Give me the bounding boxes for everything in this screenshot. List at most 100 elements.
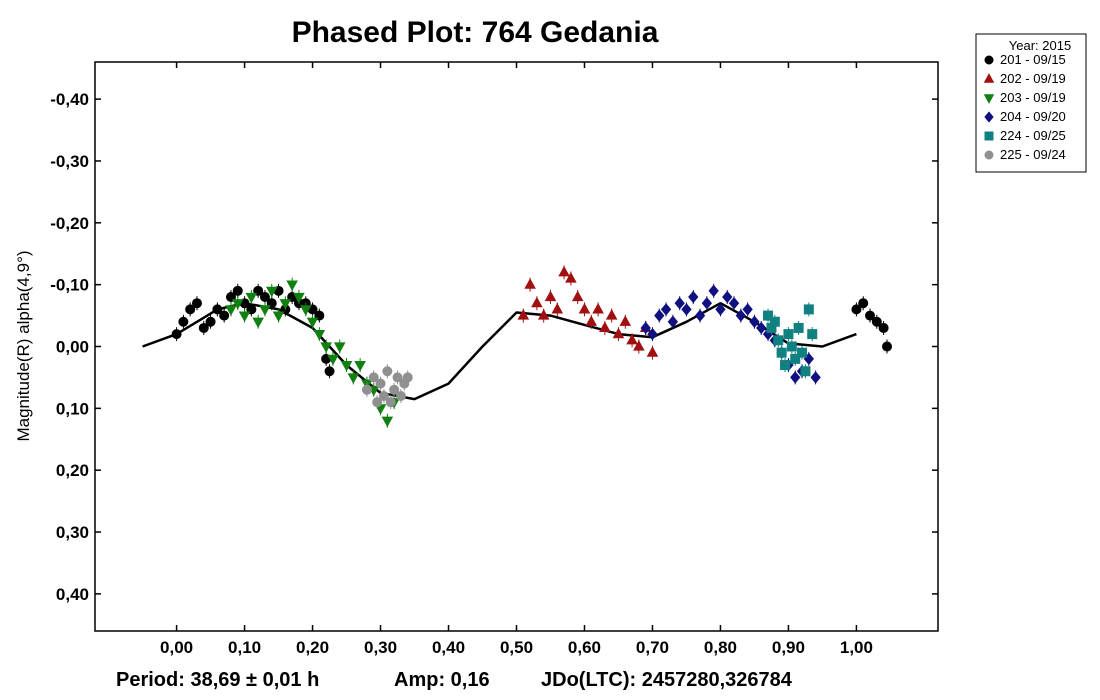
legend-marker: [983, 73, 995, 83]
data-point: [372, 397, 383, 408]
data-point: [619, 315, 632, 326]
y-tick-label: 0,40: [56, 585, 89, 604]
data-point: [640, 321, 651, 335]
data-point: [327, 354, 339, 366]
data-point: [756, 321, 767, 335]
legend-title: Year: 2015: [1009, 38, 1071, 53]
x-tick-label: 0,50: [500, 638, 533, 657]
x-tick-label: 1,00: [840, 638, 873, 657]
data-point: [735, 309, 746, 322]
plot-area: [94, 61, 939, 632]
data-point: [185, 304, 196, 315]
x-tick-label: 0,00: [160, 638, 193, 657]
data-point: [786, 341, 797, 352]
data-point: [171, 329, 182, 340]
legend-marker: [984, 150, 994, 160]
data-point: [378, 390, 389, 401]
data-point: [722, 290, 733, 304]
data-point: [259, 305, 271, 316]
x-tick-label: 0,10: [228, 638, 261, 657]
data-point: [715, 303, 726, 316]
data-point: [385, 397, 396, 408]
y-tick-label: -0,10: [50, 276, 89, 295]
data-point: [402, 372, 413, 383]
data-point: [320, 342, 332, 353]
data-point: [347, 373, 360, 384]
data-point: [395, 390, 406, 401]
data-point: [565, 272, 577, 283]
data-point: [578, 302, 591, 314]
data-point: [324, 366, 335, 377]
data-point: [299, 305, 312, 316]
data-point: [667, 315, 679, 328]
data-point: [701, 297, 713, 310]
data-point: [660, 303, 672, 316]
data-points-layer: [171, 265, 893, 428]
data-point: [238, 311, 251, 323]
x-tick-label: 0,80: [704, 638, 737, 657]
data-point: [688, 290, 699, 304]
data-point: [605, 309, 618, 320]
data-point: [524, 278, 536, 289]
series-6: [361, 364, 413, 410]
data-point: [612, 327, 625, 339]
series-5: [763, 302, 818, 379]
data-point: [232, 285, 243, 296]
data-point: [252, 317, 264, 329]
data-point: [728, 297, 740, 310]
data-point: [647, 327, 658, 341]
data-point: [354, 360, 366, 372]
data-point: [810, 371, 821, 384]
y-tick-label: 0,10: [56, 399, 89, 418]
data-point: [681, 303, 692, 316]
data-point: [694, 309, 706, 322]
data-point: [392, 372, 403, 383]
data-point: [800, 366, 811, 377]
x-tick-label: 0,90: [772, 638, 805, 657]
footer: Period: 38,69 ± 0,01 h Amp: 0,16 JDo(LTC…: [116, 669, 793, 691]
data-point: [633, 340, 645, 351]
data-point: [340, 360, 353, 372]
data-point: [198, 322, 209, 333]
data-point: [599, 321, 611, 333]
legend-box: [975, 33, 1087, 173]
data-point: [674, 297, 685, 310]
legend-items: 201 - 09/15 202 - 09/19 203 - 09/19 204 - 0…: [983, 52, 1066, 162]
y-tick-label: 0,20: [56, 461, 89, 480]
amplitude-text: Amp: 0,16: [394, 669, 490, 691]
x-tick-label: 0,70: [636, 638, 669, 657]
data-point: [265, 286, 278, 298]
data-point: [797, 347, 808, 358]
data-point: [293, 292, 305, 304]
y-tick-label: -0,40: [50, 90, 89, 109]
data-point: [803, 304, 814, 315]
data-point: [272, 311, 285, 323]
legend: Year: 2015 201 - 09/15 202 - 09/19 203 - 0…: [975, 33, 1087, 173]
data-point: [571, 290, 584, 302]
data-point: [807, 329, 818, 340]
data-point: [517, 309, 530, 320]
series-3: [225, 277, 400, 428]
data-point: [592, 302, 604, 314]
data-point: [382, 366, 393, 377]
data-point: [858, 298, 869, 309]
data-point: [245, 292, 258, 304]
data-point: [878, 322, 889, 333]
data-point: [531, 296, 543, 308]
y-axis: -0,40 -0,30 -0,20 -0,10 0,00 0,10 0,20 0,30 0,40: [50, 90, 938, 604]
y-tick-label: 0,00: [56, 338, 89, 357]
data-point: [191, 298, 202, 309]
data-point: [783, 329, 794, 340]
chart-title: Phased Plot: 764 Gedania: [292, 16, 659, 49]
data-point: [626, 333, 638, 345]
data-point: [882, 341, 893, 352]
legend-marker: [984, 55, 994, 65]
legend-label: 202 - 09/19: [1000, 71, 1066, 86]
legend-marker: [984, 111, 994, 123]
data-point: [742, 303, 753, 316]
data-point: [708, 284, 719, 298]
x-tick-label: 0,30: [364, 638, 397, 657]
data-point: [763, 310, 774, 321]
x-tick-label: 0,60: [568, 638, 601, 657]
data-point: [790, 353, 801, 364]
